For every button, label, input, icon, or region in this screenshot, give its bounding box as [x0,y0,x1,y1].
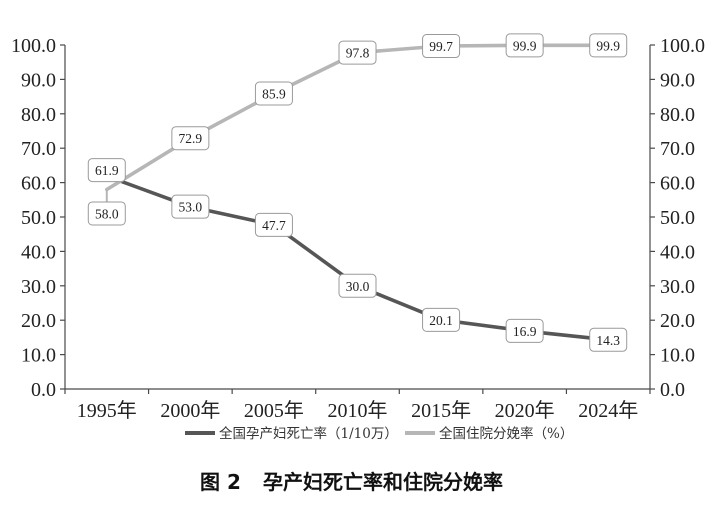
y-tick-label-right: 100.0 [660,35,705,57]
axes: 0.0 10.0 20.0 30.0 40.0 50.0 60.0 70.0 80.0 90.0 1… [11,35,705,422]
y-tick-label-right: 30.0 [660,276,695,298]
y-tick-label-left: 100.0 [11,35,56,57]
data-label-box [422,307,461,332]
x-tick-label: 2015年 [411,399,471,422]
figure-caption: 图 2 孕产妇死亡率和住院分娩率 [200,470,503,494]
data-label-hospital-delivery: 97.8 [338,40,377,65]
data-label-box [87,201,126,226]
x-tick-label: 2010年 [328,399,388,422]
data-label-maternal-mortality: 20.1 [422,307,461,332]
data-label-box [87,158,126,183]
y-tick-label-right: 20.0 [660,310,695,332]
data-label-box [171,194,210,219]
data-label-value: 99.9 [596,38,620,53]
y-tick-label-left: 50.0 [21,207,56,229]
data-label-maternal-mortality: 47.7 [254,212,293,237]
data-label-value: 72.9 [179,131,203,146]
data-label-value: 30.0 [346,279,370,294]
y-tick-label-left: 80.0 [21,104,56,126]
data-label-value: 99.7 [429,39,453,54]
caption-figure-number: 图 2 [200,470,241,494]
y-tick-label-left: 70.0 [21,138,56,160]
y-tick-label-left: 0.0 [31,379,56,401]
data-label-box [338,40,377,65]
data-label-value: 16.9 [513,324,537,339]
data-label-value: 47.7 [262,218,286,233]
data-labels: 61.9 53.0 47.7 30.0 20.1 16.9 14.3 58.0 72.9 85.9… [87,33,628,352]
y-tick-label-left: 10.0 [21,345,56,367]
y-tick-label-right: 70.0 [660,138,695,160]
x-tick-label: 2024年 [578,399,638,422]
x-tick-label: 2000年 [160,399,220,422]
data-label-value: 20.1 [429,313,453,328]
data-label-value: 85.9 [262,87,286,102]
data-label-maternal-mortality: 30.0 [338,273,377,298]
data-label-box [589,33,628,58]
y-tick-label-right: 40.0 [660,241,695,263]
y-tick-label-left: 40.0 [21,241,56,263]
y-tick-label-left: 20.0 [21,310,56,332]
y-tick-label-left: 90.0 [21,69,56,91]
y-tick-label-left: 60.0 [21,173,56,195]
data-label-value: 61.9 [95,163,119,178]
legend-label-hospital-delivery: 全国住院分娩率（%） [439,425,573,442]
data-label-box [589,327,628,352]
caption-title: 孕产妇死亡率和住院分娩率 [263,470,503,494]
data-label-hospital-delivery: 58.0 [87,201,126,226]
y-tick-label-left: 30.0 [21,276,56,298]
x-tick-label: 2020年 [495,399,555,422]
data-label-value: 53.0 [179,200,203,215]
data-label-value: 58.0 [95,206,119,221]
legend-label-maternal-mortality: 全国孕产妇死亡率（1/10万） [219,425,398,442]
data-label-hospital-delivery: 99.9 [505,33,544,58]
y-tick-label-right: 90.0 [660,69,695,91]
data-label-box [254,212,293,237]
x-tick-label: 2005年 [244,399,304,422]
data-label-value: 14.3 [596,333,620,348]
data-label-hospital-delivery: 99.7 [422,34,461,59]
data-label-hospital-delivery: 99.9 [589,33,628,58]
data-label-box [338,273,377,298]
data-label-maternal-mortality: 16.9 [505,318,544,343]
data-label-maternal-mortality: 53.0 [171,194,210,219]
y-tick-label-right: 0.0 [660,379,685,401]
legend: 全国孕产妇死亡率（1/10万） 全国住院分娩率（%） [185,425,573,442]
data-label-hospital-delivery: 85.9 [254,81,293,106]
y-tick-label-right: 10.0 [660,345,695,367]
data-label-box [171,126,210,151]
data-label-value: 99.9 [513,38,537,53]
data-label-box [505,33,544,58]
data-label-box [254,81,293,106]
data-label-maternal-mortality: 61.9 [87,158,126,183]
y-tick-label-right: 80.0 [660,104,695,126]
data-label-value: 97.8 [346,46,370,61]
data-label-box [422,34,461,59]
data-label-box [505,318,544,343]
data-label-hospital-delivery: 72.9 [171,126,210,151]
y-tick-label-right: 60.0 [660,173,695,195]
x-tick-label: 1995年 [77,399,137,422]
data-label-maternal-mortality: 14.3 [589,327,628,352]
y-tick-label-right: 50.0 [660,207,695,229]
